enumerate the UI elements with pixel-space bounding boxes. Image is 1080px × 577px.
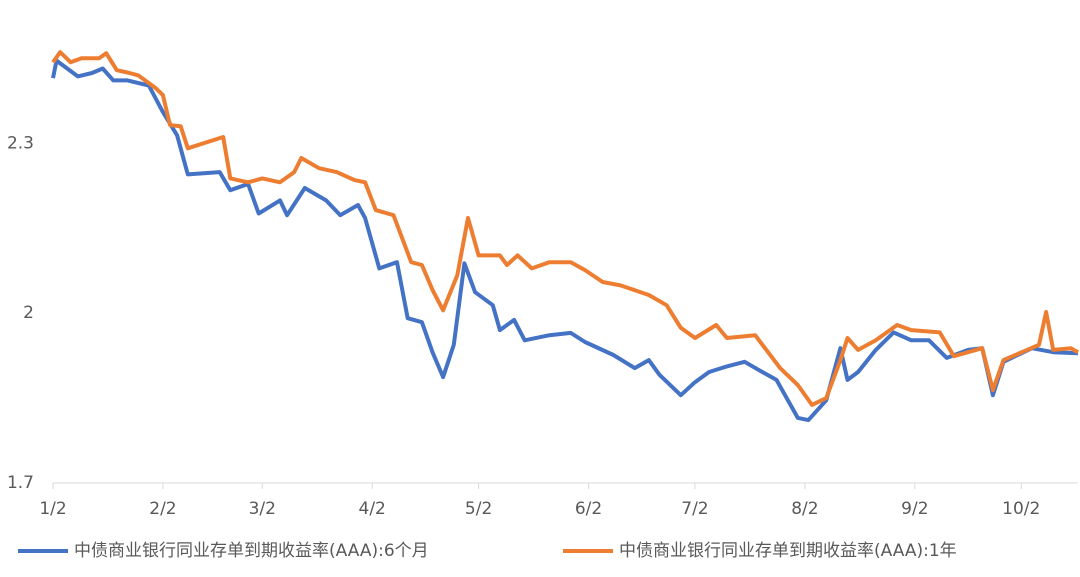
line-series [51, 58, 1079, 423]
y-tick-label: 1.7 [7, 473, 34, 493]
x-tick-label: 5/2 [465, 499, 492, 519]
y-tick-label: 2 [23, 303, 34, 323]
x-tick-label: 9/2 [901, 499, 928, 519]
x-tick-label: 6/2 [575, 499, 602, 519]
x-tick-label: 7/2 [681, 499, 708, 519]
legend-label: 中债商业银行同业存单到期收益率(AAA):6个月 [74, 541, 429, 561]
x-tick-label: 8/2 [791, 499, 818, 519]
x-tick-label: 10/2 [1002, 499, 1040, 519]
x-tick-label: 4/2 [359, 499, 386, 519]
x-tick-label: 1/2 [39, 499, 66, 519]
x-tick-label: 3/2 [249, 499, 276, 519]
y-tick-label: 2.3 [7, 133, 34, 153]
legend-label: 中债商业银行同业存单到期收益率(AAA):1年 [619, 541, 957, 561]
line-series [51, 50, 1079, 407]
x-tick-label: 2/2 [149, 499, 176, 519]
